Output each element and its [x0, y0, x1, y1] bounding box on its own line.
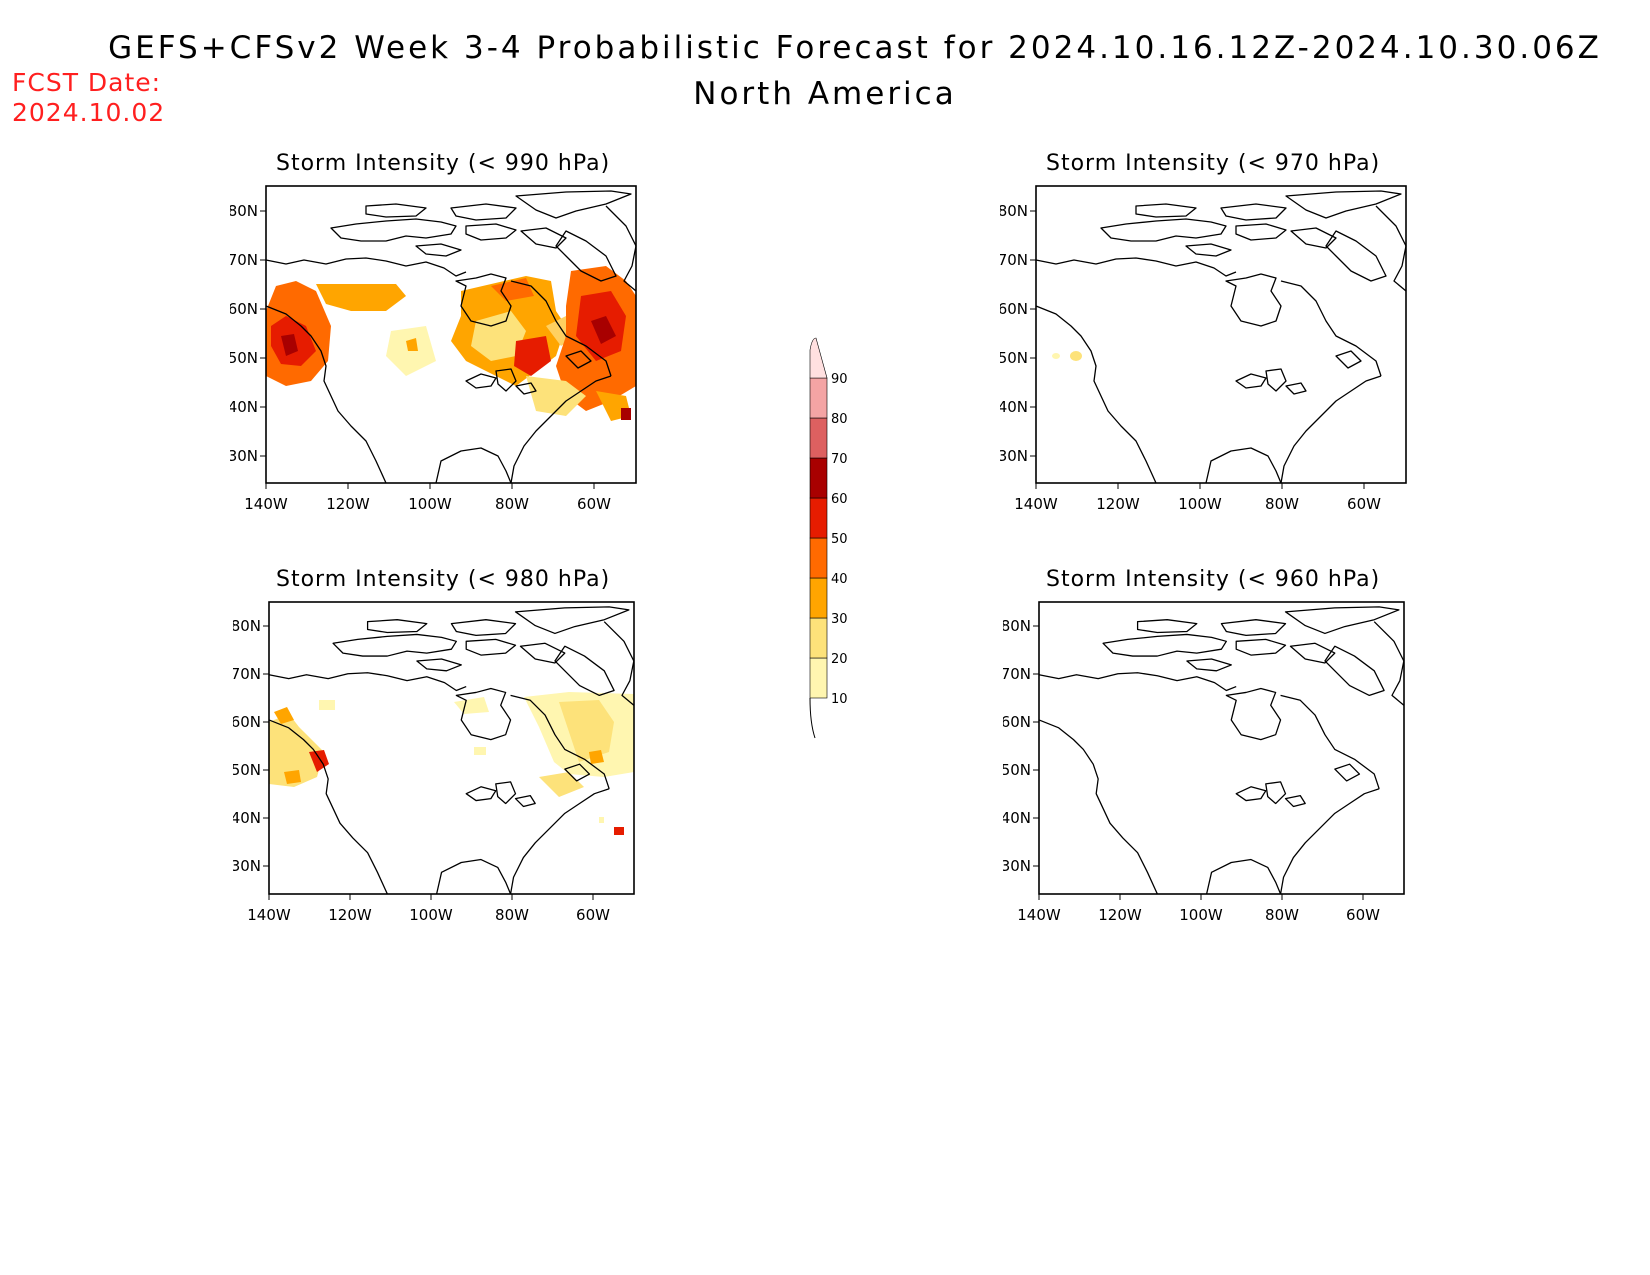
lat-tick-70n: 70N [233, 665, 261, 683]
lat-tick-80n: 80N [1000, 202, 1028, 220]
colorbar: 10 20 30 40 50 60 70 80 90 [809, 337, 848, 739]
lon-tick-100w: 100W [409, 906, 453, 924]
lon-tick-140w: 140W [1014, 495, 1058, 513]
colorbar-swatch-60 [809, 457, 828, 499]
lat-tick-80n: 80N [233, 617, 261, 635]
fcst-date-value: 2024.10.02 [12, 98, 166, 127]
map-990: 80N 70N 60N 50N 40N 30N 140W 120W 100W 8… [230, 185, 637, 513]
lon-tick-80w: 80W [495, 495, 529, 513]
colorbar-label-30: 30 [831, 612, 848, 627]
lat-tick-70n: 70N [1000, 251, 1028, 269]
lat-tick-80n: 80N [230, 202, 258, 220]
colorbar-label-90: 90 [831, 372, 848, 387]
panel-title-970: Storm Intensity (< 970 hPa) [1046, 151, 1381, 176]
panel-title-960: Storm Intensity (< 960 hPa) [1046, 567, 1381, 592]
lat-tick-60n: 60N [1003, 713, 1031, 731]
prob-shading-980 [269, 692, 634, 835]
lat-tick-30n: 30N [230, 447, 258, 465]
region-subtitle: North America [693, 76, 957, 112]
lon-tick-120w: 120W [1098, 906, 1142, 924]
colorbar-label-20: 20 [831, 652, 848, 667]
colorbar-swatch-80 [809, 377, 828, 419]
colorbar-label-70: 70 [831, 452, 848, 467]
colorbar-label-10: 10 [831, 692, 848, 707]
colorbar-label-40: 40 [831, 572, 848, 587]
lon-tick-120w: 120W [328, 906, 372, 924]
lat-tick-60n: 60N [233, 713, 261, 731]
lon-tick-120w: 120W [1096, 495, 1140, 513]
lat-tick-50n: 50N [233, 761, 261, 779]
lon-tick-140w: 140W [244, 495, 288, 513]
lon-tick-80w: 80W [495, 906, 529, 924]
prob-shading-990 [266, 266, 636, 421]
lat-tick-40n: 40N [230, 398, 258, 416]
lat-tick-50n: 50N [1000, 349, 1028, 367]
lat-tick-30n: 30N [233, 857, 261, 875]
lon-tick-100w: 100W [1179, 906, 1223, 924]
colorbar-label-80: 80 [831, 412, 848, 427]
lat-tick-50n: 50N [230, 349, 258, 367]
colorbar-swatch-70 [809, 417, 828, 459]
lon-tick-60w: 60W [1346, 906, 1380, 924]
lat-tick-50n: 50N [1003, 761, 1031, 779]
colorbar-swatch-50 [809, 497, 828, 539]
lon-tick-80w: 80W [1265, 495, 1299, 513]
map-970: 80N 70N 60N 50N 40N 30N 140W 120W 100W 8… [1000, 185, 1407, 513]
colorbar-label-50: 50 [831, 532, 848, 547]
lat-tick-40n: 40N [233, 809, 261, 827]
lat-tick-30n: 30N [1000, 447, 1028, 465]
lon-tick-140w: 140W [247, 906, 291, 924]
lat-tick-70n: 70N [1003, 665, 1031, 683]
main-title: GEFS+CFSv2 Week 3-4 Probabilistic Foreca… [108, 30, 1602, 66]
lat-tick-80n: 80N [1003, 617, 1031, 635]
lat-tick-30n: 30N [1003, 857, 1031, 875]
lon-tick-120w: 120W [326, 495, 370, 513]
lon-tick-60w: 60W [577, 495, 611, 513]
colorbar-swatch-top [809, 337, 828, 379]
lon-tick-60w: 60W [1347, 495, 1381, 513]
lat-tick-70n: 70N [230, 251, 258, 269]
colorbar-swatch-20 [809, 617, 828, 659]
lat-tick-60n: 60N [1000, 300, 1028, 318]
lon-tick-100w: 100W [1178, 495, 1222, 513]
colorbar-swatch-30 [809, 577, 828, 619]
map-980: 80N 70N 60N 50N 40N 30N 140W 120W 100W 8… [233, 601, 635, 924]
fcst-date-label: FCST Date: [12, 68, 162, 97]
lon-tick-60w: 60W [576, 906, 610, 924]
lon-tick-140w: 140W [1017, 906, 1061, 924]
lon-tick-100w: 100W [408, 495, 452, 513]
colorbar-bottom-cap [809, 697, 816, 739]
colorbar-swatch-40 [809, 537, 828, 579]
lon-tick-80w: 80W [1265, 906, 1299, 924]
panel-title-980: Storm Intensity (< 980 hPa) [276, 567, 611, 592]
lat-tick-40n: 40N [1000, 398, 1028, 416]
lat-tick-60n: 60N [230, 300, 258, 318]
map-960: 80N 70N 60N 50N 40N 30N 140W 120W 100W 8… [1003, 601, 1405, 924]
prob-shading-970 [1052, 351, 1082, 361]
panel-title-990: Storm Intensity (< 990 hPa) [276, 151, 611, 176]
colorbar-swatch-10 [809, 657, 828, 699]
lat-tick-40n: 40N [1003, 809, 1031, 827]
colorbar-label-60: 60 [831, 492, 848, 507]
